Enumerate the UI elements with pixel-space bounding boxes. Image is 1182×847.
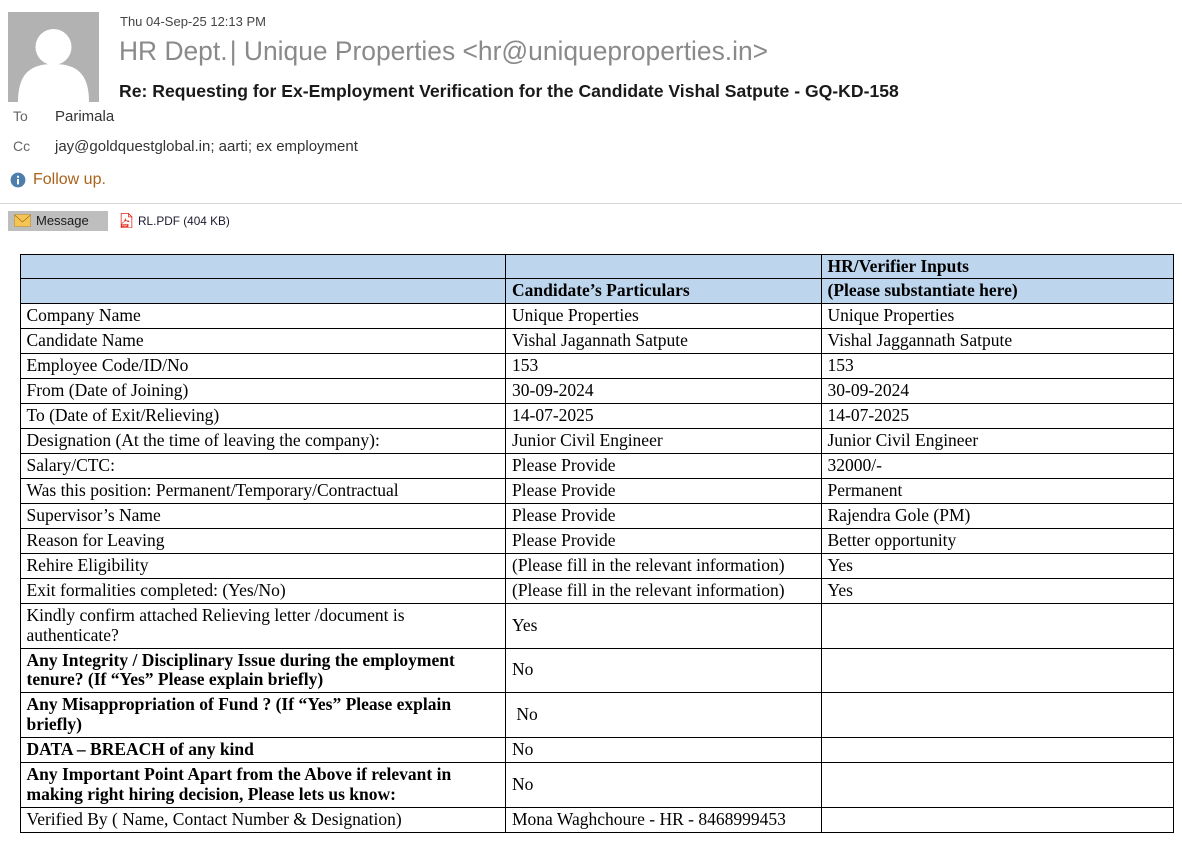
svg-text:PDF: PDF (122, 223, 128, 227)
